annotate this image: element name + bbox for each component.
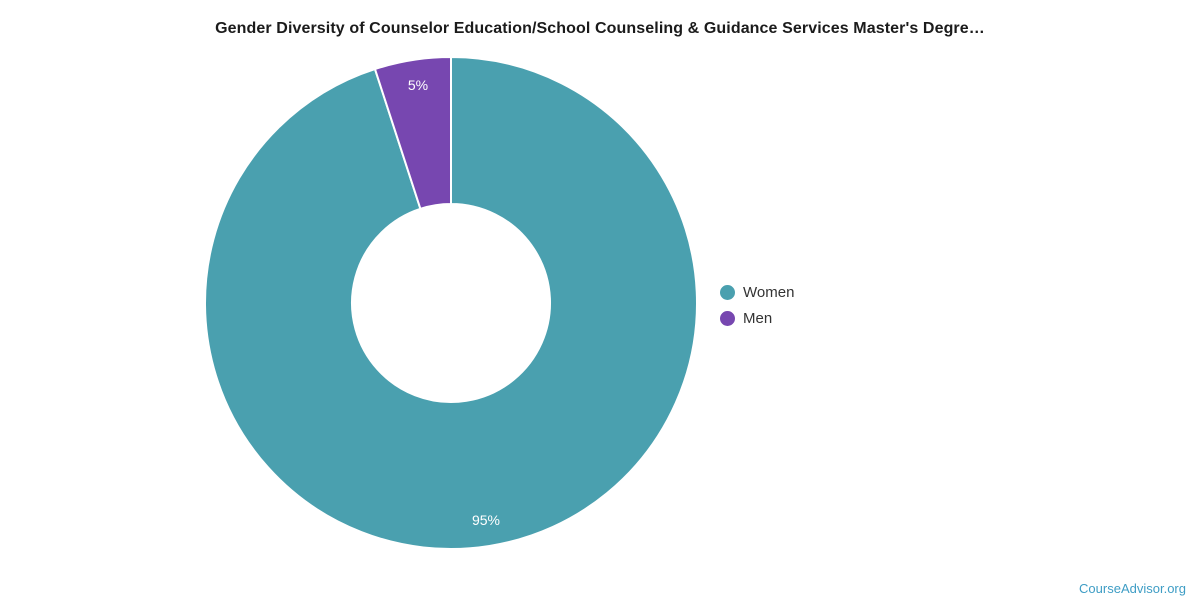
legend-label-men: Men	[743, 309, 773, 327]
legend: Women Men	[720, 279, 794, 331]
legend-label-women: Women	[743, 283, 795, 301]
slice-label-men: 5%	[408, 77, 428, 93]
slice-label-women: 95%	[472, 512, 500, 528]
courseadvisor-brand-link[interactable]: CourseAdvisor.org	[1079, 581, 1186, 596]
pie-slice-women[interactable]	[204, 56, 698, 550]
pie-slice-men[interactable]	[373, 56, 452, 210]
legend-item-men[interactable]: Men	[720, 305, 794, 331]
legend-swatch-women-icon	[720, 284, 735, 300]
legend-swatch-men-icon	[720, 310, 735, 326]
legend-item-women[interactable]: Women	[720, 279, 794, 305]
chart-title: Gender Diversity of Counselor Education/…	[215, 20, 985, 37]
